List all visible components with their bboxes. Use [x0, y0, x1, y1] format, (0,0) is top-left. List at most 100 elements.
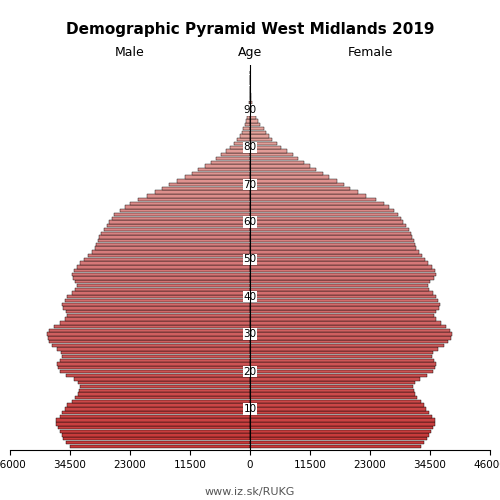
Bar: [250, 220, 404, 224]
Bar: [106, 224, 250, 228]
Bar: [250, 392, 415, 396]
Bar: [58, 366, 250, 370]
Bar: [60, 414, 250, 418]
Bar: [250, 130, 266, 134]
Bar: [250, 280, 430, 283]
Bar: [250, 306, 439, 310]
Bar: [250, 262, 428, 265]
Bar: [46, 332, 250, 336]
Bar: [250, 381, 415, 384]
Bar: [84, 258, 250, 261]
Bar: [74, 269, 250, 272]
Bar: [250, 434, 429, 436]
Bar: [65, 299, 250, 302]
Bar: [109, 220, 250, 224]
Bar: [250, 120, 258, 123]
Bar: [250, 355, 432, 358]
Bar: [250, 127, 264, 130]
Bar: [78, 381, 250, 384]
Bar: [250, 202, 384, 205]
Text: Female: Female: [348, 46, 393, 59]
Bar: [250, 213, 398, 216]
Bar: [72, 400, 250, 403]
Bar: [248, 108, 250, 112]
Bar: [243, 127, 250, 130]
Bar: [250, 206, 389, 208]
Bar: [66, 407, 250, 410]
Bar: [250, 418, 434, 422]
Bar: [250, 344, 444, 347]
Text: 90: 90: [244, 105, 256, 115]
Bar: [250, 328, 450, 332]
Bar: [230, 146, 250, 149]
Bar: [96, 242, 250, 246]
Bar: [250, 186, 350, 190]
Bar: [250, 444, 421, 448]
Bar: [250, 246, 416, 250]
Bar: [250, 325, 446, 328]
Bar: [250, 288, 430, 291]
Bar: [62, 302, 250, 306]
Bar: [242, 130, 250, 134]
Bar: [246, 120, 250, 123]
Bar: [250, 441, 424, 444]
Bar: [222, 153, 250, 156]
Bar: [250, 314, 434, 317]
Text: Age: Age: [238, 46, 262, 59]
Bar: [72, 276, 250, 280]
Bar: [63, 437, 250, 440]
Bar: [72, 292, 250, 294]
Bar: [250, 378, 420, 380]
Bar: [250, 138, 272, 141]
Bar: [250, 198, 376, 201]
Bar: [54, 325, 250, 328]
Bar: [61, 351, 250, 354]
Bar: [250, 236, 412, 238]
Bar: [250, 400, 420, 403]
Text: 30: 30: [244, 329, 256, 339]
Bar: [250, 358, 434, 362]
Text: 40: 40: [244, 292, 256, 302]
Bar: [68, 404, 250, 407]
Bar: [56, 422, 250, 426]
Bar: [250, 276, 434, 280]
Bar: [247, 116, 250, 119]
Bar: [250, 176, 330, 179]
Bar: [250, 168, 316, 172]
Bar: [177, 179, 250, 182]
Bar: [250, 164, 310, 168]
Bar: [250, 239, 414, 242]
Bar: [80, 262, 250, 265]
Bar: [250, 437, 428, 440]
Bar: [250, 254, 422, 258]
Bar: [250, 430, 431, 433]
Bar: [169, 183, 250, 186]
Bar: [250, 258, 426, 261]
Bar: [250, 190, 358, 194]
Bar: [155, 190, 250, 194]
Bar: [75, 288, 250, 291]
Bar: [250, 116, 256, 119]
Bar: [78, 392, 250, 396]
Bar: [250, 150, 286, 152]
Bar: [250, 404, 424, 407]
Bar: [250, 302, 440, 306]
Title: Demographic Pyramid West Midlands 2019: Demographic Pyramid West Midlands 2019: [66, 22, 434, 38]
Bar: [72, 272, 250, 276]
Bar: [68, 295, 250, 298]
Bar: [102, 232, 250, 235]
Bar: [62, 411, 250, 414]
Bar: [77, 284, 250, 287]
Bar: [250, 310, 436, 314]
Bar: [250, 385, 413, 388]
Text: www.iz.sk/RUKG: www.iz.sk/RUKG: [205, 488, 295, 498]
Bar: [250, 142, 276, 145]
Bar: [250, 216, 401, 220]
Bar: [250, 299, 438, 302]
Text: 80: 80: [244, 142, 256, 152]
Bar: [138, 198, 250, 201]
Bar: [125, 206, 250, 208]
Bar: [250, 362, 436, 366]
Text: Male: Male: [115, 46, 145, 59]
Bar: [130, 202, 250, 205]
